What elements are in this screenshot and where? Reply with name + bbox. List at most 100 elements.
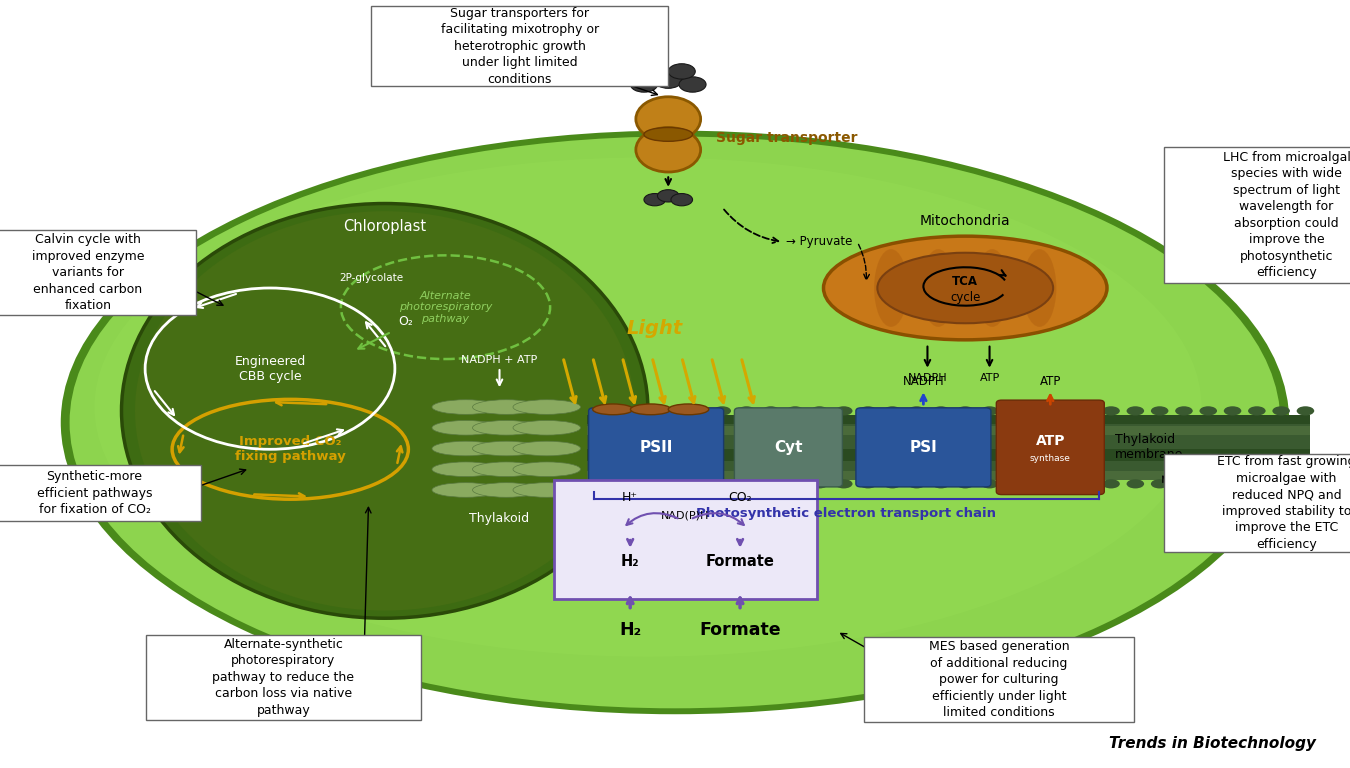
Ellipse shape xyxy=(513,483,580,498)
Text: ETC from fast growing
microalgae with
reduced NPQ and
improved stability to
impr: ETC from fast growing microalgae with re… xyxy=(1218,455,1350,551)
Ellipse shape xyxy=(432,400,500,415)
Ellipse shape xyxy=(957,406,975,415)
Bar xyxy=(587,471,1310,480)
Circle shape xyxy=(655,73,682,88)
Ellipse shape xyxy=(714,406,732,415)
FancyBboxPatch shape xyxy=(996,400,1104,495)
Ellipse shape xyxy=(1200,406,1218,415)
Circle shape xyxy=(668,64,695,79)
Ellipse shape xyxy=(1103,406,1120,415)
Ellipse shape xyxy=(1054,479,1072,488)
Ellipse shape xyxy=(61,131,1289,714)
Ellipse shape xyxy=(1224,406,1242,415)
Text: Sugar transporter: Sugar transporter xyxy=(716,131,857,145)
Ellipse shape xyxy=(617,479,634,488)
Text: Alternate
photorespiratory
pathway: Alternate photorespiratory pathway xyxy=(398,290,493,324)
Text: Chloroplast: Chloroplast xyxy=(343,219,427,234)
Text: Improved CO₂
fixing pathway: Improved CO₂ fixing pathway xyxy=(235,435,346,463)
Ellipse shape xyxy=(513,421,580,435)
Ellipse shape xyxy=(1103,479,1120,488)
FancyBboxPatch shape xyxy=(589,408,724,487)
Ellipse shape xyxy=(1273,406,1291,415)
Ellipse shape xyxy=(472,421,540,435)
Text: Thylakoid
membrane: Thylakoid membrane xyxy=(1115,433,1184,462)
Text: Mitochondria: Mitochondria xyxy=(919,214,1011,229)
Ellipse shape xyxy=(1152,479,1169,488)
Text: → Pyruvate: → Pyruvate xyxy=(786,236,852,248)
Ellipse shape xyxy=(884,406,902,415)
FancyBboxPatch shape xyxy=(0,230,196,315)
Ellipse shape xyxy=(690,479,707,488)
Ellipse shape xyxy=(472,400,540,415)
Circle shape xyxy=(671,194,693,206)
Circle shape xyxy=(644,194,666,206)
Circle shape xyxy=(657,190,679,202)
Text: LHC from microalgal
species with wide
spectrum of light
wavelength for
absorptio: LHC from microalgal species with wide sp… xyxy=(1223,151,1350,280)
Ellipse shape xyxy=(636,127,701,172)
Ellipse shape xyxy=(763,406,780,415)
Ellipse shape xyxy=(1030,479,1048,488)
Ellipse shape xyxy=(122,204,648,618)
Text: TCA: TCA xyxy=(952,276,979,288)
Ellipse shape xyxy=(1023,249,1056,327)
Ellipse shape xyxy=(513,400,580,415)
Ellipse shape xyxy=(787,406,805,415)
Text: 2P-glycolate: 2P-glycolate xyxy=(339,273,404,283)
Text: Sugar transporters for
facilitating mixotrophy or
heterotrophic growth
under lig: Sugar transporters for facilitating mixo… xyxy=(440,7,599,85)
Text: O₂: O₂ xyxy=(398,315,413,327)
Text: CO₂: CO₂ xyxy=(728,491,752,504)
FancyBboxPatch shape xyxy=(554,480,817,599)
Text: Formate: Formate xyxy=(706,554,775,569)
Ellipse shape xyxy=(513,441,580,456)
Ellipse shape xyxy=(135,211,634,611)
Ellipse shape xyxy=(1054,406,1072,415)
Ellipse shape xyxy=(617,406,634,415)
FancyBboxPatch shape xyxy=(146,635,420,720)
Text: NAD(P)H: NAD(P)H xyxy=(662,510,709,520)
Ellipse shape xyxy=(472,441,540,456)
Ellipse shape xyxy=(836,479,853,488)
Ellipse shape xyxy=(432,421,500,435)
Ellipse shape xyxy=(1297,406,1315,415)
FancyBboxPatch shape xyxy=(1164,147,1350,283)
Ellipse shape xyxy=(1200,479,1218,488)
Ellipse shape xyxy=(933,479,950,488)
Circle shape xyxy=(641,64,668,79)
Ellipse shape xyxy=(666,406,683,415)
Ellipse shape xyxy=(981,479,999,488)
Ellipse shape xyxy=(95,157,1202,657)
Ellipse shape xyxy=(1176,406,1193,415)
Ellipse shape xyxy=(1079,406,1096,415)
Ellipse shape xyxy=(513,462,580,476)
Ellipse shape xyxy=(1030,406,1048,415)
Ellipse shape xyxy=(591,479,609,488)
Circle shape xyxy=(630,77,657,92)
Ellipse shape xyxy=(1273,479,1291,488)
Ellipse shape xyxy=(641,406,659,415)
Ellipse shape xyxy=(909,406,926,415)
FancyBboxPatch shape xyxy=(856,408,991,487)
Ellipse shape xyxy=(933,406,950,415)
Ellipse shape xyxy=(1249,479,1266,488)
Bar xyxy=(587,415,1310,480)
Text: PSII: PSII xyxy=(640,440,672,455)
Bar xyxy=(587,415,1310,424)
FancyBboxPatch shape xyxy=(864,637,1134,722)
Ellipse shape xyxy=(68,134,1282,710)
FancyBboxPatch shape xyxy=(1164,454,1350,552)
Text: H₂: H₂ xyxy=(621,554,640,569)
Ellipse shape xyxy=(878,253,1053,323)
FancyBboxPatch shape xyxy=(371,6,668,87)
Text: Trends in Biotechnology: Trends in Biotechnology xyxy=(1110,736,1316,751)
Ellipse shape xyxy=(1249,406,1266,415)
Ellipse shape xyxy=(644,127,693,141)
Text: Light: Light xyxy=(626,319,683,338)
Text: Calvin cycle with
improved enzyme
variants for
enhanced carbon
fixation: Calvin cycle with improved enzyme varian… xyxy=(31,233,144,312)
Circle shape xyxy=(679,77,706,92)
Text: Thylakoid: Thylakoid xyxy=(470,512,529,525)
Ellipse shape xyxy=(1006,479,1023,488)
Ellipse shape xyxy=(666,479,683,488)
Text: NADPH + ATP: NADPH + ATP xyxy=(462,355,537,365)
Text: NADPH: NADPH xyxy=(903,375,944,388)
Ellipse shape xyxy=(811,479,829,488)
